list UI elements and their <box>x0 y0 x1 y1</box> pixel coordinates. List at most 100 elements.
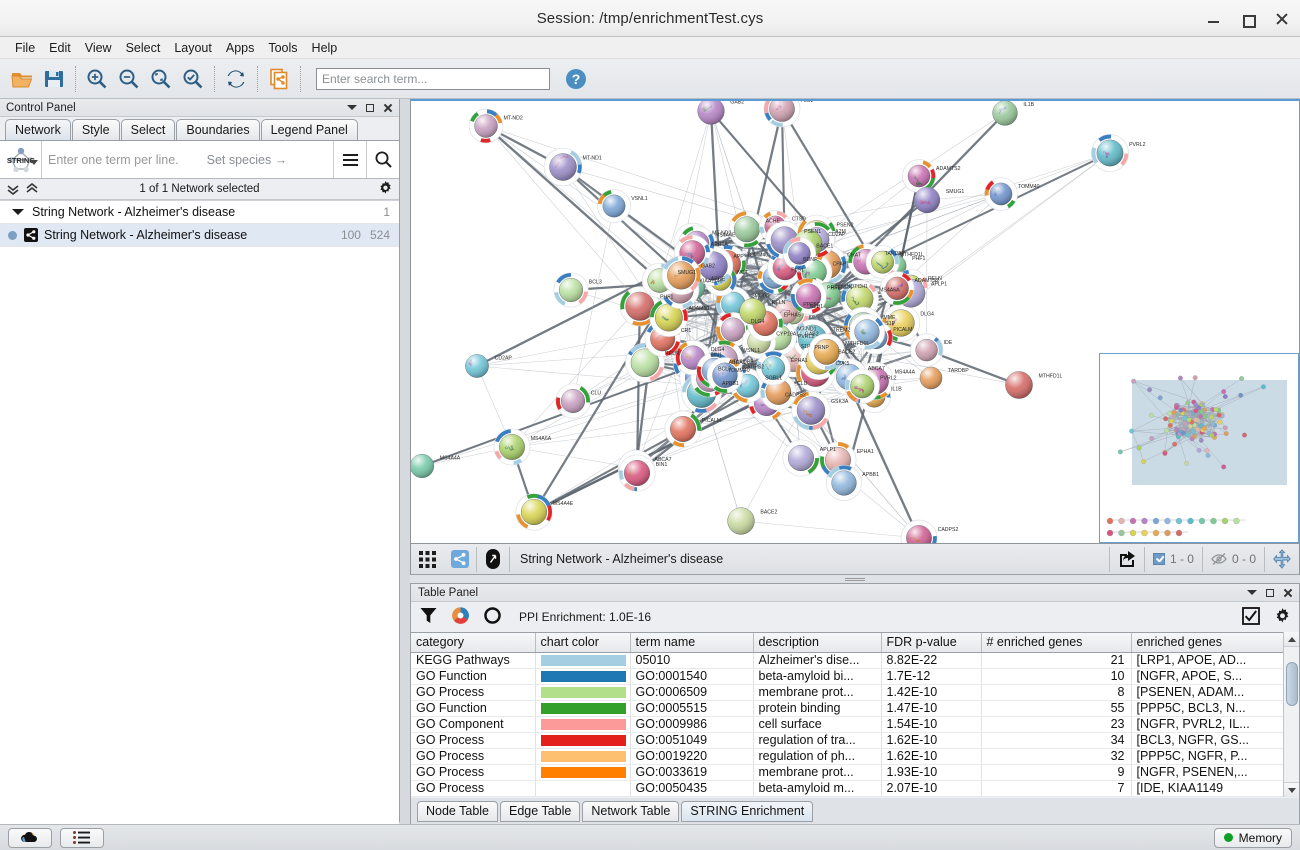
network-node[interactable] <box>782 236 817 271</box>
donut-style-button[interactable] <box>483 606 502 628</box>
network-node[interactable] <box>618 454 656 492</box>
filter-button[interactable] <box>419 606 438 628</box>
tab-network-table[interactable]: Network Table <box>582 800 680 822</box>
menu-item-file[interactable]: File <box>15 40 36 55</box>
network-node[interactable] <box>465 354 489 378</box>
table-row[interactable]: GO Process GO:0051049 regulation of tra...… <box>411 732 1284 749</box>
column-header-enriched-gene-count[interactable]: # enriched genes <box>981 633 1132 653</box>
network-node[interactable] <box>790 278 827 315</box>
tab-node-table[interactable]: Node Table <box>417 800 499 822</box>
network-node[interactable] <box>727 507 755 535</box>
menu-item-edit[interactable]: Edit <box>49 40 71 55</box>
string-search-button[interactable] <box>366 141 399 178</box>
zoom-out-button[interactable] <box>113 63 145 95</box>
network-node[interactable] <box>825 464 863 502</box>
network-node[interactable] <box>411 453 435 479</box>
network-node[interactable] <box>900 519 938 544</box>
network-node[interactable] <box>543 147 583 187</box>
table-row[interactable]: GO Process GO:0019220 regulation of ph... 1… <box>411 748 1284 765</box>
export-image-button[interactable] <box>1110 544 1144 575</box>
table-vertical-scrollbar[interactable] <box>1283 632 1299 797</box>
network-node[interactable] <box>697 101 725 125</box>
network-node[interactable] <box>848 313 886 350</box>
network-node[interactable] <box>844 368 880 404</box>
grid-layout-button[interactable] <box>411 544 444 575</box>
close-icon[interactable] <box>1283 588 1292 597</box>
network-node[interactable] <box>664 410 702 448</box>
network-node[interactable] <box>791 390 831 431</box>
tab-string-enrichment[interactable]: STRING Enrichment <box>681 800 814 822</box>
table-row[interactable]: GO Process GO:0006509 membrane prot... 1.42… <box>411 684 1284 701</box>
maximize-window-button[interactable] <box>1240 11 1256 28</box>
zoom-fit-network-button[interactable] <box>145 63 177 95</box>
table-row[interactable]: GO Component GO:0009986 cell surface 1.54E-… <box>411 716 1284 733</box>
string-query-input[interactable]: Enter one term per line. Set species → <box>42 141 333 178</box>
string-app-button[interactable] <box>444 544 476 575</box>
set-species-link[interactable]: Set species → <box>206 152 288 167</box>
menu-item-view[interactable]: View <box>84 40 112 55</box>
hidden-nodes-indicator[interactable]: 0 - 0 <box>1203 552 1264 566</box>
column-header-description[interactable]: description <box>753 633 882 653</box>
panel-splitter[interactable] <box>410 575 1300 583</box>
tab-legend-panel[interactable]: Legend Panel <box>260 119 358 140</box>
menu-item-select[interactable]: Select <box>125 40 161 55</box>
network-node[interactable] <box>728 210 766 248</box>
network-node[interactable] <box>553 272 589 308</box>
memory-button[interactable]: Memory <box>1213 827 1292 848</box>
table-row[interactable]: KEGG Pathways 05010 Alzheimer's dise... 8.8… <box>411 652 1284 669</box>
tab-boundaries[interactable]: Boundaries <box>176 119 260 140</box>
tab-edge-table[interactable]: Edge Table <box>500 800 581 822</box>
table-row[interactable]: GO Process GO:0033619 membrane prot... 1.93… <box>411 764 1284 781</box>
select-all-button[interactable] <box>1242 606 1260 628</box>
string-options-button[interactable] <box>333 141 366 178</box>
table-row[interactable]: GO Function GO:0001540 beta-amyloid bi... 1… <box>411 668 1284 685</box>
menu-item-help[interactable]: Help <box>311 40 338 55</box>
annotation-button[interactable] <box>477 544 509 575</box>
open-session-button[interactable] <box>6 63 38 95</box>
column-header-category[interactable]: category <box>411 633 536 653</box>
scroll-down-button[interactable] <box>1284 782 1299 797</box>
enrichment-table-container[interactable]: category chart color term name descripti… <box>411 632 1299 797</box>
menu-item-tools[interactable]: Tools <box>268 40 298 55</box>
network-tree-root-row[interactable]: String Network - Alzheimer's disease 1 <box>0 201 399 224</box>
network-node[interactable] <box>902 159 936 193</box>
table-settings-button[interactable] <box>1274 607 1291 627</box>
menu-item-layout[interactable]: Layout <box>174 40 212 55</box>
float-panel-icon[interactable] <box>366 103 374 112</box>
save-session-button[interactable] <box>38 63 70 95</box>
network-tree-child-row[interactable]: String Network - Alzheimer's disease 100… <box>0 224 399 247</box>
string-logo-dropdown[interactable]: STRING <box>0 141 42 178</box>
tab-style[interactable]: Style <box>71 119 120 140</box>
network-node[interactable] <box>808 333 846 371</box>
menu-item-apps[interactable]: Apps <box>225 40 255 55</box>
search-input[interactable]: Enter search term... <box>316 67 550 90</box>
network-node[interactable] <box>715 312 751 348</box>
tab-network[interactable]: Network <box>5 119 71 140</box>
minimize-window-button[interactable] <box>1206 11 1222 27</box>
export-network-button[interactable] <box>263 63 295 95</box>
network-node[interactable] <box>1091 134 1129 172</box>
network-node[interactable] <box>1005 371 1033 399</box>
column-header-chart-color[interactable]: chart color <box>535 633 631 653</box>
network-canvas[interactable]: MT-ND2 MT-ND1 VSNL1 CD2AP MS4A4A MS4A6A MS4A4E… <box>410 99 1300 544</box>
refresh-button[interactable] <box>220 63 252 95</box>
help-button[interactable]: ? <box>564 67 588 91</box>
network-node[interactable] <box>782 439 820 477</box>
close-icon[interactable] <box>383 103 392 112</box>
chevron-double-down-icon[interactable] <box>6 183 21 196</box>
network-node[interactable] <box>763 101 801 128</box>
chart-settings-button[interactable] <box>451 606 470 628</box>
float-panel-icon[interactable] <box>1266 588 1274 597</box>
network-node[interactable] <box>493 428 531 466</box>
network-node[interactable] <box>992 101 1018 126</box>
task-list-button[interactable] <box>60 827 104 848</box>
network-node[interactable] <box>661 255 701 295</box>
network-node[interactable] <box>909 333 944 367</box>
network-node[interactable] <box>515 493 553 531</box>
network-node[interactable] <box>755 350 791 386</box>
network-node[interactable] <box>865 245 900 280</box>
network-node[interactable] <box>984 177 1018 211</box>
pan-tool-button[interactable] <box>1265 544 1299 575</box>
network-node[interactable] <box>706 357 744 394</box>
scroll-up-button[interactable] <box>1284 632 1299 647</box>
